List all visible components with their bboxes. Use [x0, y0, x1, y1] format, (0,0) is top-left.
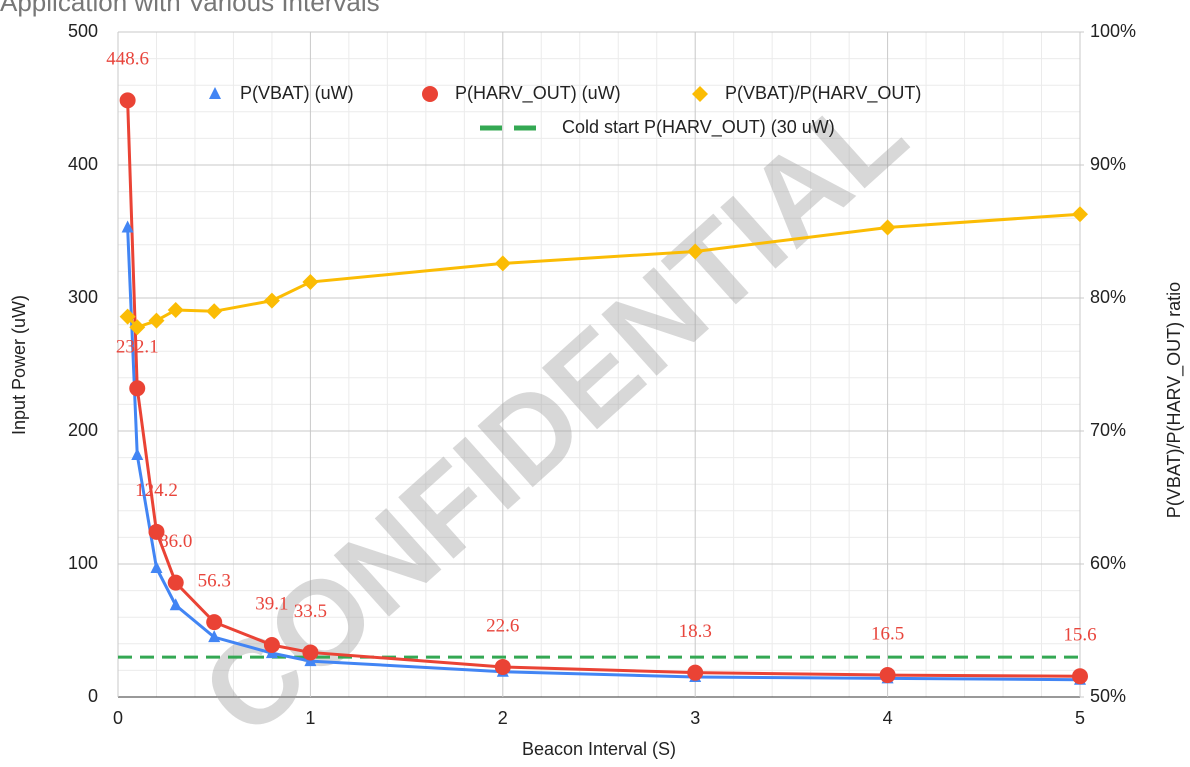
y2-axis-title: P(VBAT)/P(HARV_OUT) ratio: [1164, 282, 1185, 518]
point: [119, 308, 136, 325]
point: [167, 301, 184, 318]
legend-label: P(HARV_OUT) (uW): [455, 83, 621, 104]
point: [494, 255, 511, 272]
chart-title: Application with Various Intervals: [0, 0, 380, 17]
y-tick-label: 300: [68, 287, 98, 307]
y2-tick-label: 60%: [1090, 553, 1126, 573]
point: [879, 219, 896, 236]
point: [150, 560, 163, 573]
y-tick-label: 0: [88, 686, 98, 706]
y2-tick-label: 70%: [1090, 420, 1126, 440]
data-label: 39.1: [255, 593, 288, 614]
y-tick-label: 100: [68, 553, 98, 573]
point: [121, 220, 134, 233]
point: [1072, 206, 1088, 223]
point: [302, 644, 319, 661]
data-label: 56.3: [198, 570, 231, 591]
point: [129, 380, 146, 397]
data-label: 232.1: [116, 337, 159, 358]
point: [206, 303, 223, 320]
data-label: 124.2: [135, 480, 178, 501]
point: [131, 447, 144, 460]
legend-label: Cold start P(HARV_OUT) (30 uW): [562, 117, 835, 138]
y2-tick-label: 90%: [1090, 154, 1126, 174]
x-tick-label: 5: [1075, 708, 1085, 728]
point: [206, 614, 223, 631]
data-label: 33.5: [294, 601, 327, 622]
point: [494, 658, 511, 675]
x-tick-label: 3: [690, 708, 700, 728]
point: [119, 92, 136, 109]
data-label: 15.6: [1063, 625, 1096, 646]
grid: [117, 31, 1081, 698]
legend-marker: [422, 86, 438, 102]
x-tick-label: 2: [498, 708, 508, 728]
y-tick-label: 200: [68, 420, 98, 440]
point: [169, 598, 182, 611]
data-label: 22.6: [486, 615, 519, 636]
x-tick-label: 4: [883, 708, 893, 728]
data-label: 448.6: [106, 49, 149, 70]
point: [687, 243, 704, 260]
legend-marker: [209, 87, 221, 99]
x-tick-label: 1: [305, 708, 315, 728]
y2-tick-label: 50%: [1090, 686, 1126, 706]
point: [148, 312, 165, 329]
legend-label: P(VBAT) (uW): [240, 83, 354, 103]
point: [263, 636, 280, 653]
point: [1072, 668, 1088, 685]
point: [208, 630, 221, 643]
point: [129, 319, 146, 336]
point: [148, 523, 165, 540]
point: [263, 292, 280, 309]
legend-marker: [692, 86, 708, 102]
point: [302, 274, 319, 291]
y-tick-label: 400: [68, 154, 98, 174]
data-label: 16.5: [871, 623, 904, 644]
y-axis-title: Input Power (uW): [9, 295, 29, 435]
legend-label: P(VBAT)/P(HARV_OUT): [725, 83, 921, 104]
x-axis-title: Beacon Interval (S): [522, 739, 676, 759]
x-tick-label: 0: [113, 708, 123, 728]
point: [687, 664, 704, 681]
point: [879, 667, 896, 684]
data-label: 86.0: [159, 531, 192, 552]
y2-tick-label: 80%: [1090, 287, 1126, 307]
point: [167, 574, 184, 591]
y2-tick-label: 100%: [1090, 21, 1136, 41]
data-label: 18.3: [679, 621, 712, 642]
y-tick-label: 500: [68, 21, 98, 41]
